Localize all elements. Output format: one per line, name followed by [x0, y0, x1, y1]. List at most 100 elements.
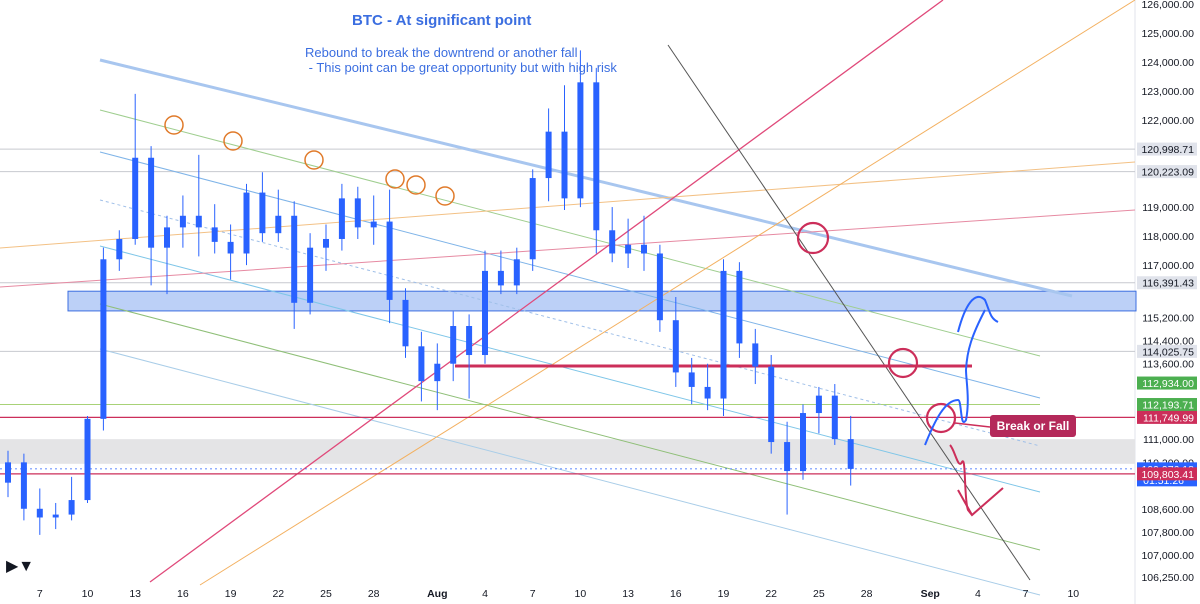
- downtrend-line: [99, 58, 1073, 298]
- x-tick-label-19: Sep: [921, 588, 940, 600]
- price-tag-0: 120,998.71: [1137, 142, 1197, 156]
- bullish-scenario-curve: [957, 295, 999, 333]
- pink-diagonal: [149, 0, 944, 583]
- candle-body-26: [418, 346, 425, 382]
- channel-line-0: [99, 109, 1041, 357]
- candle-body-52: [831, 395, 838, 440]
- top-marker-circle-2: [304, 150, 324, 170]
- candle-body-30: [482, 270, 488, 356]
- support-zone: [0, 439, 1135, 464]
- y-tick-label-12: 111,000.00: [1143, 434, 1194, 446]
- price-tag-bg-6: [1137, 410, 1197, 424]
- candle-body-1: [20, 462, 27, 509]
- candle-body-16: [259, 192, 266, 234]
- price-tag-bg-3: [1137, 344, 1197, 358]
- candle-body-24: [386, 221, 393, 300]
- chart-title: BTC - At significant point: [352, 12, 532, 29]
- price-tag-label-2: 116,391.43: [1142, 278, 1194, 290]
- key-circle-1: [887, 347, 919, 379]
- candle-body-42: [672, 320, 679, 373]
- candle-body-35: [561, 131, 568, 199]
- candle-body-6: [100, 259, 107, 419]
- candle-body-8: [132, 157, 139, 239]
- candle-body-47: [752, 343, 759, 367]
- top-marker-circle-3: [385, 169, 405, 189]
- candle-body-45: [720, 270, 727, 399]
- x-tick-label-10: 4: [482, 588, 488, 600]
- channel-line-1: [99, 151, 1041, 399]
- candle-body-2: [36, 508, 43, 518]
- x-tick-label-22: 10: [1067, 588, 1079, 600]
- y-tick-label-8: 115,200.00: [1142, 312, 1194, 324]
- x-tick-label-1: 7: [37, 588, 43, 600]
- x-tick-label-5: 19: [225, 588, 237, 600]
- top-marker-circle-5: [435, 186, 455, 206]
- top-marker-circle-0: [164, 115, 184, 135]
- x-tick-label-17: 25: [813, 588, 825, 600]
- candle-body-22: [354, 198, 361, 228]
- x-tick-label-3: 13: [129, 588, 141, 600]
- price-tag-bg-2: [1137, 276, 1197, 290]
- price-tag-label-8: 109,803.41: [1141, 469, 1194, 481]
- candle-body-23: [370, 221, 377, 228]
- price-tag-label-3: 114,025.75: [1142, 346, 1194, 358]
- x-tick-label-21: 7: [1023, 588, 1029, 600]
- subtitle-line-1: Rebound to break the downtrend or anothe…: [305, 45, 578, 60]
- key-circle-0: [796, 221, 830, 255]
- y-tick-label-15: 107,800.00: [1141, 527, 1194, 539]
- x-tick-label-20: 4: [975, 588, 981, 600]
- annotation-connector: [954, 422, 991, 428]
- price-tag-label-6: 111,749.99: [1143, 412, 1194, 424]
- candle-body-3: [52, 514, 59, 518]
- price-tag-6: 111,749.99: [1137, 410, 1197, 424]
- bullish-scenario-path: [924, 309, 986, 446]
- annotation-label: Break or Fall: [997, 419, 1070, 433]
- y-tick-label-1: 125,000.00: [1141, 28, 1194, 40]
- price-tag-label-0: 120,998.71: [1141, 144, 1194, 156]
- candle-body-49: [784, 442, 791, 472]
- candle-body-19: [307, 247, 314, 303]
- price-tag-label-5: 112,193.71: [1142, 400, 1194, 412]
- candle-body-31: [497, 270, 504, 286]
- candle-body-11: [179, 215, 186, 228]
- x-tick-label-14: 16: [670, 588, 682, 600]
- price-tag-5: 112,193.71: [1137, 398, 1197, 412]
- candle-body-33: [529, 178, 536, 260]
- x-tick-label-7: 25: [320, 588, 332, 600]
- candle-body-13: [211, 227, 218, 242]
- x-tick-label-18: 28: [861, 588, 873, 600]
- price-tag-label-4: 112,934.00: [1142, 378, 1194, 390]
- channel-line-5: [99, 348, 1041, 596]
- price-tag-label-1: 120,223.09: [1141, 167, 1194, 179]
- candle-body-40: [641, 244, 647, 254]
- price-tag-8: 109,803.41: [1137, 467, 1197, 481]
- channel-line-2: [99, 199, 1041, 447]
- channel-line-3: [99, 245, 1041, 493]
- pink-trend-line: [0, 209, 1136, 288]
- tradingview-logo-icon: ▶▼: [6, 558, 35, 575]
- candle-body-9: [148, 157, 155, 248]
- candle-body-12: [195, 215, 202, 228]
- candle-body-44: [704, 386, 711, 399]
- black-downtrend: [667, 44, 1031, 581]
- candle-body-14: [227, 241, 234, 254]
- candle-body-34: [545, 131, 552, 179]
- price-tag-2: 116,391.43: [1137, 276, 1197, 290]
- y-tick-label-5: 119,000.00: [1142, 202, 1194, 214]
- price-tag-1: 120,223.09: [1137, 165, 1197, 179]
- x-tick-label-15: 19: [718, 588, 730, 600]
- candle-body-51: [815, 395, 822, 414]
- candle-body-53: [847, 439, 854, 469]
- channel-line-4: [99, 303, 1041, 551]
- y-tick-label-16: 107,000.00: [1141, 550, 1194, 562]
- annotation-box: [990, 415, 1076, 437]
- x-tick-label-13: 13: [622, 588, 634, 600]
- candle-body-41: [656, 253, 663, 321]
- price-tag-3: 114,025.75: [1137, 344, 1197, 358]
- candle-body-15: [243, 192, 250, 254]
- candle-body-48: [768, 366, 775, 443]
- candle-body-38: [609, 230, 616, 254]
- y-tick-label-3: 123,000.00: [1141, 86, 1194, 98]
- y-tick-label-9: 114,400.00: [1142, 336, 1194, 348]
- x-tick-label-2: 10: [82, 588, 94, 600]
